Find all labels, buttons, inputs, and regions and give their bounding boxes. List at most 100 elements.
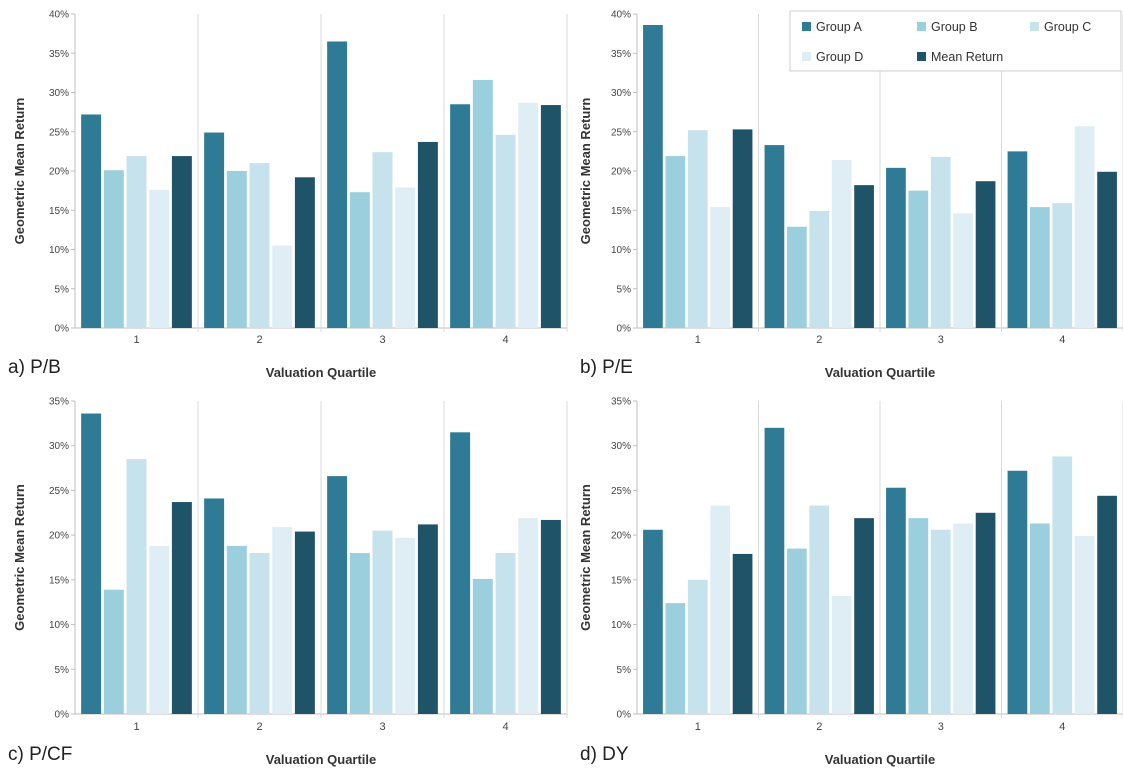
bar-group-a-q4 <box>450 104 471 329</box>
chart-panel-2: 0% 5% 10% 15% 20% 25% 30% 35% 40% 1 2 3 4 Valuation Q… <box>578 10 1123 380</box>
y-axis-title: Geometric Mean Return <box>12 98 27 245</box>
bar-group-c-q1 <box>126 459 147 714</box>
bar-group-d-q2 <box>272 245 293 328</box>
x-tick-label: 2 <box>816 721 822 733</box>
bar-group-c-q1 <box>126 156 147 328</box>
y-tick-label: 0% <box>617 324 632 335</box>
bar-group-a-q2 <box>764 427 785 714</box>
bar-mean-return-q4 <box>1097 495 1117 714</box>
bar-group-d-q2 <box>831 160 852 328</box>
bar-mean-return-q3 <box>417 524 438 714</box>
bar-group-c-q1 <box>687 130 708 328</box>
bar-mean-return-q2 <box>854 185 874 328</box>
x-axis-title: Valuation Quartile <box>825 365 936 380</box>
bar-group-c-q4 <box>495 134 516 328</box>
legend-swatch-group-a <box>802 22 811 31</box>
legend-swatch-group-d <box>802 52 811 61</box>
bar-group-b-q4 <box>472 79 493 328</box>
bar-mean-return-q3 <box>975 512 996 714</box>
x-tick-label: 3 <box>938 721 944 733</box>
bar-mean-return-q1 <box>732 129 753 328</box>
x-tick-label: 3 <box>938 334 944 346</box>
x-axis-title: Valuation Quartile <box>825 752 936 767</box>
legend-label: Group C <box>1044 20 1091 34</box>
bar-group-d-q3 <box>395 537 416 714</box>
bar-group-b-q2 <box>786 548 807 714</box>
legend-label: Mean Return <box>931 50 1003 64</box>
y-tick-label: 35% <box>49 397 69 408</box>
y-tick-label: 0% <box>617 710 632 721</box>
bar-group-d-q4 <box>518 102 539 328</box>
y-tick-label: 25% <box>611 486 631 497</box>
bar-group-b-q3 <box>349 553 370 714</box>
x-tick-label: 1 <box>695 721 701 733</box>
y-tick-label: 20% <box>611 531 631 542</box>
bar-group-a-q2 <box>204 132 225 328</box>
legend-swatch-group-b <box>917 22 926 31</box>
legend-label: Group A <box>816 20 863 34</box>
x-tick-label: 4 <box>502 721 508 733</box>
bar-group-d-q1 <box>149 189 170 328</box>
bar-mean-return-q1 <box>171 156 192 328</box>
bar-mean-return-q4 <box>1097 171 1117 328</box>
bar-group-c-q3 <box>372 152 393 328</box>
bar-group-d-q3 <box>953 213 974 328</box>
bar-mean-return-q4 <box>540 105 561 328</box>
bar-group-a-q3 <box>327 476 348 714</box>
bar-group-a-q3 <box>327 41 348 328</box>
legend-label: Group D <box>816 50 863 64</box>
panel-label: b) P/E <box>580 357 633 378</box>
y-tick-label: 5% <box>55 665 70 676</box>
bar-group-b-q4 <box>1029 207 1050 328</box>
bar-group-b-q3 <box>349 192 370 328</box>
chart-panel-4: 0% 5% 10% 15% 20% 25% 30% 35% 1 2 3 4 Valuation Quar… <box>578 397 1123 767</box>
x-tick-label: 2 <box>256 721 262 733</box>
bar-group-d-q2 <box>272 527 293 714</box>
y-tick-label: 35% <box>611 397 631 408</box>
y-tick-label: 35% <box>611 49 631 60</box>
bar-group-b-q1 <box>103 589 124 714</box>
y-tick-label: 10% <box>611 245 631 256</box>
bar-group-a-q1 <box>81 114 102 328</box>
bar-group-a-q3 <box>886 487 906 714</box>
bar-group-b-q2 <box>786 226 807 328</box>
x-tick-label: 3 <box>379 721 385 733</box>
bar-group-a-q2 <box>764 145 785 328</box>
x-tick-label: 1 <box>133 334 139 346</box>
legend-swatch-group-c <box>1030 22 1039 31</box>
bar-group-a-q4 <box>450 432 471 714</box>
x-tick-label: 1 <box>133 721 139 733</box>
bar-group-a-q1 <box>643 529 663 714</box>
bar-group-b-q3 <box>908 190 929 328</box>
bar-group-d-q3 <box>395 187 416 328</box>
bar-group-c-q3 <box>372 530 393 714</box>
y-axis-title: Geometric Mean Return <box>12 484 27 631</box>
bar-group-c-q2 <box>809 505 830 714</box>
y-axis-title: Geometric Mean Return <box>578 98 593 245</box>
y-tick-label: 15% <box>611 575 631 586</box>
bar-group-a-q2 <box>204 498 225 714</box>
legend-swatch-mean-return <box>917 52 926 61</box>
bar-group-b-q1 <box>665 603 686 714</box>
bar-group-d-q1 <box>149 545 170 714</box>
x-tick-label: 2 <box>816 334 822 346</box>
y-tick-label: 5% <box>55 284 70 295</box>
y-tick-label: 10% <box>49 245 69 256</box>
y-tick-label: 35% <box>49 49 69 60</box>
chart-panel-3: 0% 5% 10% 15% 20% 25% 30% 35% 1 2 3 4 Valuation Quar… <box>8 397 568 767</box>
y-tick-label: 40% <box>611 10 631 21</box>
bar-group-c-q3 <box>930 529 951 714</box>
y-axis-title: Geometric Mean Return <box>578 484 593 631</box>
chart-legend: Group A Group B Group C Group D Mean Return <box>789 10 1122 72</box>
y-tick-label: 25% <box>49 486 69 497</box>
x-axis-title: Valuation Quartile <box>266 365 377 380</box>
bar-group-a-q4 <box>1007 151 1028 328</box>
bar-group-b-q1 <box>103 170 124 328</box>
bar-group-c-q2 <box>809 211 830 328</box>
y-tick-label: 15% <box>49 575 69 586</box>
panel-label: a) P/B <box>8 357 61 378</box>
y-tick-label: 15% <box>49 206 69 217</box>
x-tick-label: 3 <box>379 334 385 346</box>
